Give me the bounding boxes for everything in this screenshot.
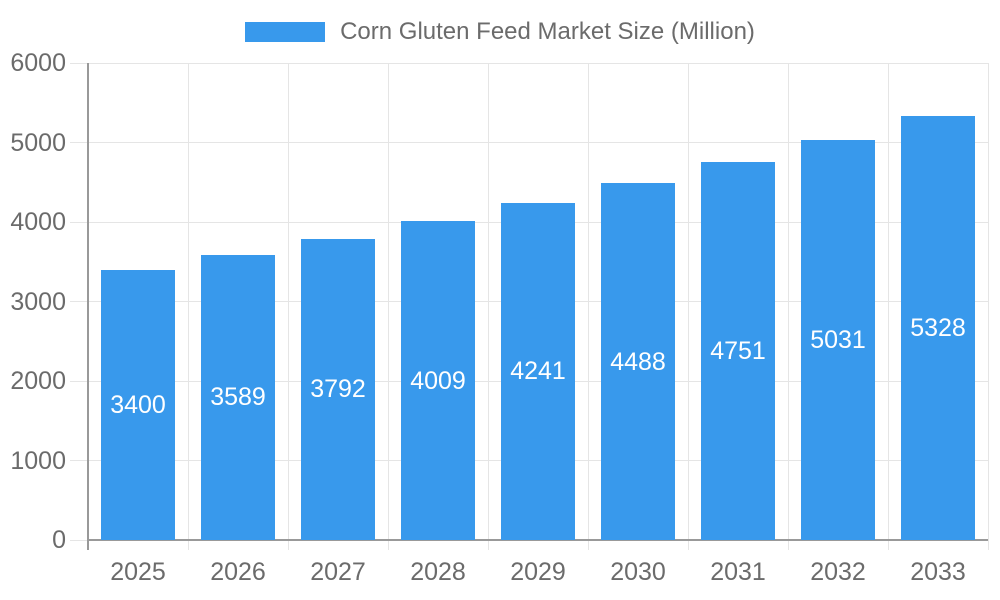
bar[interactable]: [801, 140, 875, 540]
h-gridline: [88, 62, 988, 64]
y-axis-tick: [70, 62, 88, 64]
x-tick-label: 2025: [110, 558, 166, 586]
y-tick-label: 2000: [10, 367, 66, 395]
y-tick-label: 6000: [10, 49, 66, 77]
bar[interactable]: [301, 238, 375, 540]
v-gridline: [387, 63, 389, 540]
bar[interactable]: [201, 254, 275, 540]
v-gridline: [887, 63, 889, 540]
x-tick-label: 2028: [410, 558, 466, 586]
chart-legend[interactable]: Corn Gluten Feed Market Size (Million): [0, 17, 1000, 47]
v-gridline: [987, 63, 989, 540]
x-axis-tick: [987, 540, 989, 550]
x-axis-line: [88, 539, 988, 541]
bar-value-label: 3792: [310, 375, 366, 404]
legend-label: Corn Gluten Feed Market Size (Million): [340, 18, 755, 45]
y-axis-tick: [70, 539, 88, 541]
x-tick-label: 2031: [710, 558, 766, 586]
x-tick-label: 2027: [310, 558, 366, 586]
y-axis-line: [87, 63, 89, 550]
bar-value-label: 5031: [810, 326, 866, 355]
h-gridline: [88, 142, 988, 143]
v-gridline: [787, 63, 789, 540]
bar-value-label: 3400: [110, 390, 166, 419]
x-tick-label: 2032: [810, 558, 866, 586]
y-axis-tick: [70, 221, 88, 223]
bar[interactable]: [901, 116, 975, 540]
y-axis-tick: [70, 460, 88, 461]
x-tick-label: 2030: [610, 558, 666, 586]
y-tick-label: 5000: [10, 128, 66, 157]
x-axis-tick: [187, 540, 189, 550]
bar-value-label: 4488: [610, 347, 666, 376]
x-axis-tick: [687, 540, 689, 550]
bar[interactable]: [101, 269, 175, 540]
bar[interactable]: [401, 221, 475, 540]
v-gridline: [687, 63, 689, 540]
y-tick-label: 4000: [10, 208, 66, 236]
x-tick-label: 2033: [910, 558, 966, 586]
bar-value-label: 4241: [510, 357, 566, 386]
legend-swatch: [245, 22, 326, 42]
v-gridline: [487, 63, 489, 540]
x-axis-tick: [587, 540, 589, 550]
x-axis-tick: [287, 540, 289, 550]
x-tick-label: 2029: [510, 558, 566, 586]
v-gridline: [187, 63, 189, 540]
bar[interactable]: [701, 162, 775, 540]
x-axis-tick: [787, 540, 789, 550]
bar[interactable]: [601, 183, 675, 540]
bar-value-label: 3589: [210, 383, 266, 412]
y-axis-tick: [70, 380, 88, 382]
x-axis-tick: [487, 540, 489, 550]
y-axis-tick: [70, 142, 88, 143]
x-axis-tick: [887, 540, 889, 550]
bar-value-label: 4009: [410, 366, 466, 395]
bar-value-label: 4751: [710, 337, 766, 366]
y-tick-label: 0: [52, 526, 66, 554]
v-gridline: [587, 63, 589, 540]
x-axis-tick: [387, 540, 389, 550]
y-axis-tick: [70, 301, 88, 302]
y-tick-label: 1000: [10, 446, 66, 475]
bar-value-label: 5328: [910, 314, 966, 343]
y-tick-label: 3000: [10, 287, 66, 316]
v-gridline: [287, 63, 289, 540]
x-tick-label: 2026: [210, 558, 266, 586]
bar[interactable]: [501, 202, 575, 540]
